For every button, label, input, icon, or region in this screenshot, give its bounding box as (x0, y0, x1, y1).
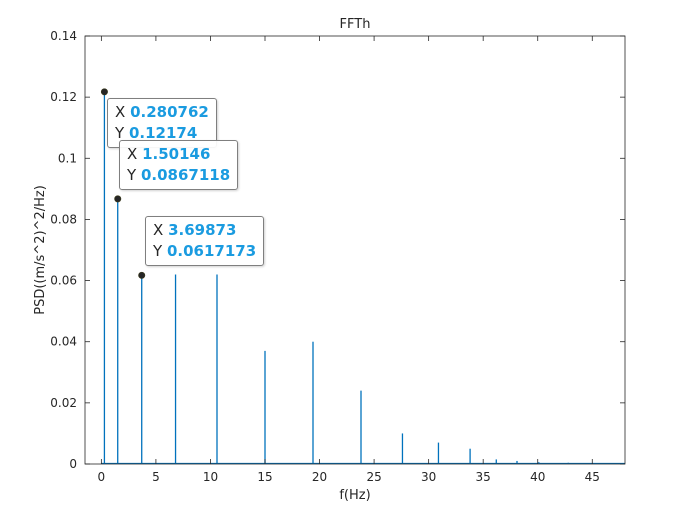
datatip-marker (114, 195, 122, 203)
y-tick-label: 0 (69, 457, 77, 471)
y-tick-label: 0.1 (58, 151, 77, 165)
datatip-y-value: 0.0867118 (140, 166, 231, 184)
datatip-y-row: Y 0.0617173 (153, 241, 256, 262)
y-tick-label: 0.08 (50, 212, 77, 226)
datatip-x-row: X 3.69873 (153, 220, 256, 241)
datatip-marker (138, 271, 146, 279)
datatip-x-key: X (127, 145, 138, 163)
datatip-y-row: Y 0.0867118 (127, 165, 230, 186)
datatip-y-row: Y 0.12174 (115, 123, 209, 144)
x-tick-label: 0 (98, 470, 106, 484)
datatip[interactable]: X 3.69873 Y 0.0617173 (145, 216, 265, 266)
datatip-y-key: Y (115, 124, 125, 142)
y-tick-label: 0.06 (50, 274, 77, 288)
x-tick-label: 45 (585, 470, 600, 484)
datatip-x-key: X (115, 103, 126, 121)
datatip-y-value: 0.0617173 (166, 242, 257, 260)
x-tick-label: 5 (152, 470, 160, 484)
datatip-x-row: X 1.50146 (127, 144, 230, 165)
x-tick-label: 15 (257, 470, 272, 484)
y-tick-label: 0.14 (50, 29, 77, 43)
chart-title: FFTh (340, 17, 371, 32)
datatip-x-value: 3.69873 (168, 221, 237, 239)
x-tick-label: 40 (530, 470, 545, 484)
y-tick-label: 0.12 (50, 90, 77, 104)
datatip-x-value: 0.280762 (130, 103, 209, 121)
y-tick-label: 0.04 (50, 335, 77, 349)
datatip-y-key: Y (153, 242, 163, 260)
datatip-marker (100, 88, 108, 96)
y-axis-label: PSD((m/s^2)^2/Hz) (33, 185, 48, 315)
datatip-y-key: Y (127, 166, 137, 184)
spectrum-layer (101, 91, 625, 464)
datatip[interactable]: X 0.280762 Y 0.12174 (107, 98, 217, 148)
x-tick-label: 10 (203, 470, 218, 484)
datatip-x-value: 1.50146 (142, 145, 211, 163)
datatip-markers (100, 88, 146, 279)
y-tick-label: 0.02 (50, 396, 77, 410)
x-tick-label: 35 (476, 470, 491, 484)
datatip-x-row: X 0.280762 (115, 102, 209, 123)
datatip-x-key: X (153, 221, 164, 239)
x-axis-label: f(Hz) (339, 488, 370, 503)
datatip-y-value: 0.12174 (128, 124, 198, 142)
y-axis-ticks: 0 0.02 0.04 0.06 0.08 0.1 0.12 0.14 (50, 29, 625, 471)
datatip[interactable]: X 1.50146 Y 0.0867118 (119, 140, 239, 190)
x-tick-label: 20 (312, 470, 327, 484)
x-tick-label: 25 (366, 470, 381, 484)
x-axis-ticks: 0 5 10 15 20 25 30 35 40 45 (98, 36, 600, 484)
axes-box (84, 35, 626, 465)
x-tick-label: 30 (421, 470, 436, 484)
